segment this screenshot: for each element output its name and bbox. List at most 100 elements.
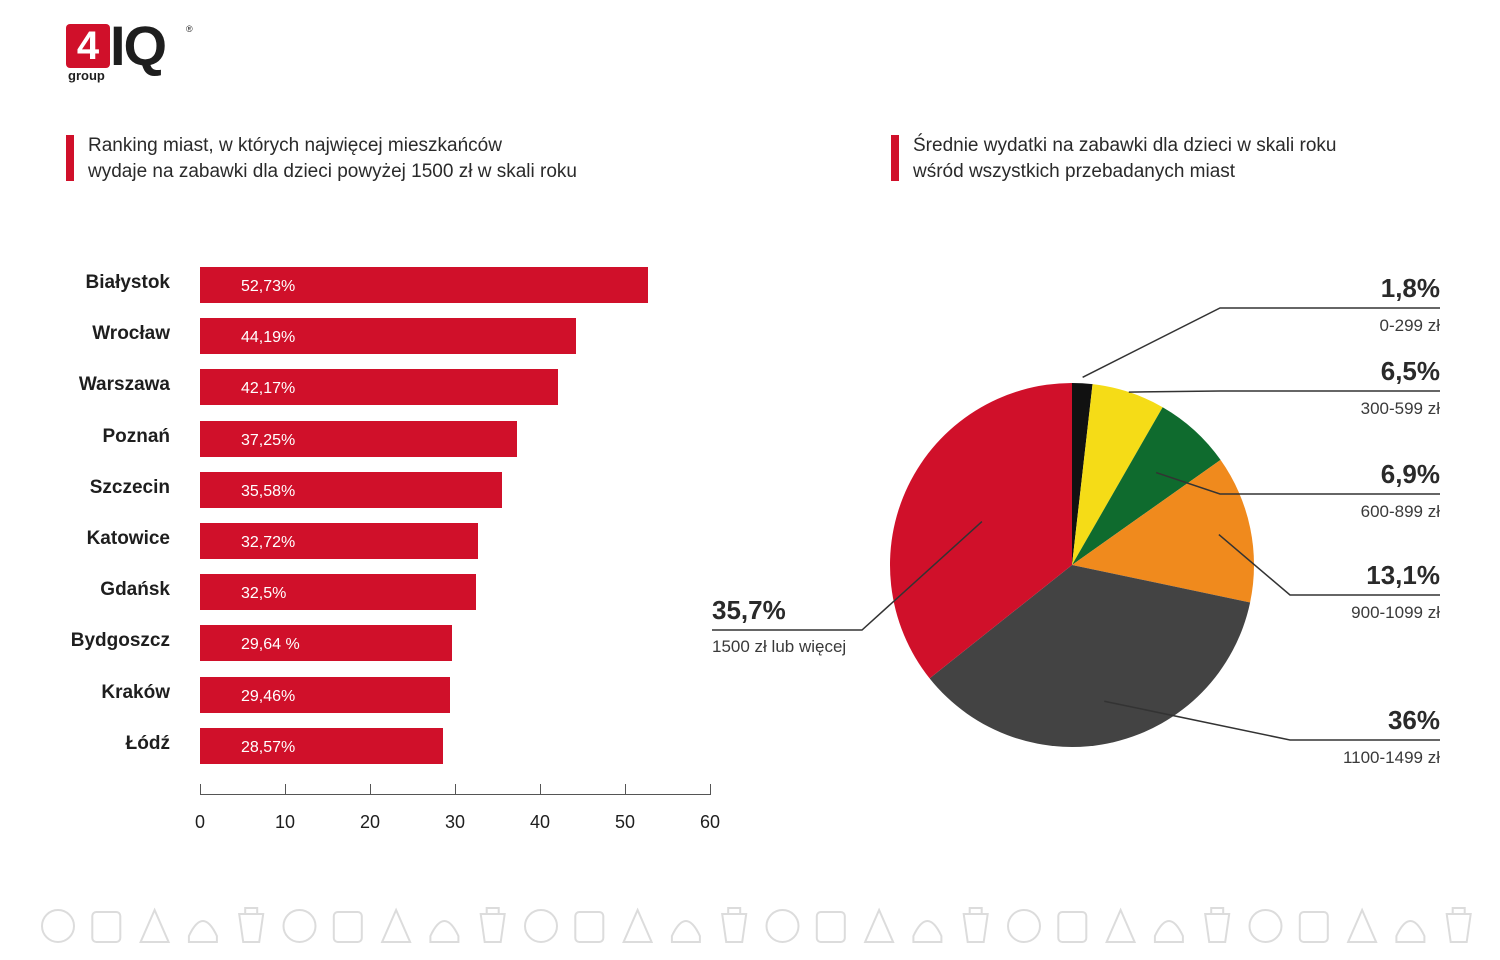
bar bbox=[200, 420, 517, 457]
x-axis-tick-label: 50 bbox=[614, 812, 636, 832]
bar-value-label: 35,58% bbox=[241, 482, 296, 500]
logo-letters: IQ bbox=[110, 14, 167, 77]
x-axis-tick-label: 0 bbox=[194, 812, 205, 832]
pie-range-label: 900-1099 zł bbox=[1351, 603, 1440, 622]
kite-icon bbox=[282, 909, 317, 943]
bar-value-label: 32,5% bbox=[241, 585, 287, 603]
airplane-icon bbox=[1105, 907, 1137, 943]
pie-leader-line bbox=[1218, 534, 1440, 596]
logo-digit: 4 bbox=[66, 24, 110, 68]
bar bbox=[200, 267, 649, 303]
pie-percent-label: 13,1% bbox=[1366, 560, 1440, 590]
pie-percent-label: 35,7% bbox=[712, 595, 786, 625]
x-axis-tick-label: 40 bbox=[529, 812, 551, 832]
bar-category-label: Szczecin bbox=[89, 476, 170, 498]
bar bbox=[200, 471, 503, 508]
castle-icon bbox=[238, 907, 265, 943]
x-axis-tick bbox=[200, 784, 201, 794]
pie-percent-label: 6,5% bbox=[1380, 356, 1440, 386]
bar-category-label: Katowice bbox=[86, 528, 170, 549]
teddy-bear-icon bbox=[815, 911, 846, 943]
bar-category-label: Wrocław bbox=[92, 323, 170, 345]
logo-registered-mark: ® bbox=[186, 24, 193, 34]
bar bbox=[200, 625, 452, 662]
target-icon bbox=[1248, 909, 1283, 943]
bar bbox=[200, 727, 443, 764]
pie-slice bbox=[1072, 407, 1221, 565]
pie-chart-title-line-2: wśród wszystkich przebadanych miast bbox=[913, 161, 1236, 182]
pie-slice bbox=[1072, 459, 1254, 603]
x-axis-tick-label: 10 bbox=[274, 812, 296, 832]
ball-icon bbox=[139, 907, 171, 943]
pie-leader-line bbox=[1082, 307, 1440, 378]
x-axis-tick-label: 30 bbox=[444, 812, 466, 832]
pie-chart-title-line-1: Średnie wydatki na zabawki dla dzieci w … bbox=[913, 135, 1337, 156]
chess-icon bbox=[670, 920, 701, 943]
x-axis-tick bbox=[710, 784, 711, 794]
bar bbox=[200, 574, 477, 611]
pie-percent-label: 1,8% bbox=[1380, 273, 1440, 303]
pie-range-label: 0-299 zł bbox=[1379, 316, 1440, 335]
rocking-horse-icon bbox=[41, 909, 75, 943]
bar-value-label: 52,73% bbox=[241, 278, 296, 295]
pie-chart-title: Średnie wydatki na zabawki dla dzieci w … bbox=[891, 133, 1336, 185]
dice-icon bbox=[622, 907, 654, 943]
bar-category-label: Warszawa bbox=[78, 374, 170, 396]
ball-icon bbox=[863, 907, 895, 943]
bar-chart-title-line-2: wydaje na zabawki dla dzieci powyżej 150… bbox=[88, 161, 577, 182]
castle-icon bbox=[962, 907, 989, 943]
pie-range-label: 1100-1499 zł bbox=[1342, 748, 1440, 767]
x-axis-tick-label: 20 bbox=[359, 812, 381, 832]
x-axis-line bbox=[200, 794, 711, 795]
bar-value-label: 29,64 % bbox=[241, 636, 300, 654]
bar-category-label: Kraków bbox=[101, 681, 170, 703]
duck-icon bbox=[1057, 911, 1088, 943]
bar-category-label: Gdańsk bbox=[100, 579, 170, 601]
toy-icons-decoration bbox=[41, 907, 1472, 943]
bar bbox=[200, 318, 576, 355]
target-icon bbox=[524, 909, 558, 943]
pie-percent-label: 36% bbox=[1387, 705, 1440, 735]
bar bbox=[200, 523, 479, 559]
bar-chart-title-line-1: Ranking miast, w których najwięcej miesz… bbox=[88, 135, 502, 156]
boomerang-icon bbox=[479, 907, 506, 943]
pie-slice bbox=[1072, 383, 1093, 565]
pie-leader-line bbox=[1104, 700, 1440, 741]
x-axis-tick bbox=[625, 784, 626, 794]
pie-leader-line bbox=[1128, 390, 1440, 393]
airplane-icon bbox=[380, 907, 412, 943]
bar-category-label: Bydgoszcz bbox=[70, 630, 170, 652]
chess-icon bbox=[1395, 920, 1426, 943]
x-axis-tick bbox=[370, 784, 371, 794]
company-logo: 4 IQ group ® bbox=[66, 18, 196, 84]
pie-leader-line bbox=[712, 521, 983, 631]
bar bbox=[200, 369, 559, 406]
bar-value-label: 32,72% bbox=[241, 534, 296, 551]
boomerang-icon bbox=[1204, 907, 1231, 943]
rocking-horse-icon bbox=[765, 909, 800, 943]
piano-icon bbox=[429, 920, 460, 943]
palette-icon bbox=[574, 911, 605, 943]
pie-percent-label: 6,9% bbox=[1380, 459, 1440, 489]
bar-category-label: Białystok bbox=[85, 272, 170, 293]
bar bbox=[200, 676, 451, 713]
bar-value-label: 29,46% bbox=[241, 687, 296, 705]
dice-icon bbox=[1346, 907, 1378, 943]
pie-range-label: 300-599 zł bbox=[1360, 399, 1440, 418]
bar-value-label: 44,19% bbox=[241, 329, 296, 347]
bar-category-label: Poznań bbox=[102, 425, 170, 447]
x-axis-tick bbox=[285, 784, 286, 794]
pie-slice bbox=[890, 383, 1072, 679]
piano-icon bbox=[1153, 920, 1184, 943]
x-axis-tick bbox=[540, 784, 541, 794]
pie-range-label: 1500 zł lub więcej bbox=[712, 637, 847, 656]
dinosaur-icon bbox=[912, 920, 943, 943]
x-axis-tick-label: 60 bbox=[699, 812, 721, 832]
x-axis-tick bbox=[455, 784, 456, 794]
pie-slice bbox=[1072, 384, 1163, 565]
palette-icon bbox=[1298, 911, 1329, 943]
pie-range-label: 600-899 zł bbox=[1360, 502, 1440, 521]
dinosaur-icon bbox=[187, 920, 218, 943]
duck-icon bbox=[332, 911, 363, 943]
